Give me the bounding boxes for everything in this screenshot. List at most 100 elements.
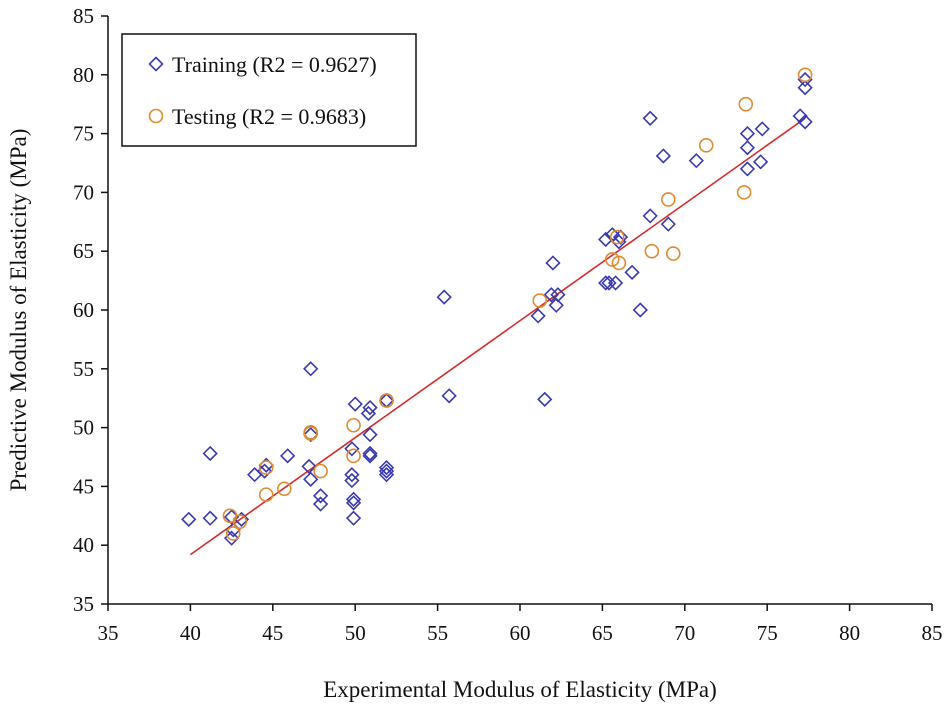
testing-point [277, 481, 292, 497]
training-point [181, 511, 197, 527]
x-tick-label: 35 [98, 621, 119, 645]
testing-point [644, 243, 660, 259]
fit-line [189, 117, 806, 556]
training-point [312, 496, 329, 512]
testing-point [698, 138, 714, 153]
testing-point [346, 417, 361, 433]
training-point [655, 148, 672, 164]
training-point [345, 491, 362, 507]
x-tick-label: 40 [180, 621, 201, 645]
y-tick-label: 80 [73, 63, 94, 87]
training-point [378, 463, 395, 479]
training-point [642, 208, 658, 224]
x-tick-label: 55 [427, 621, 448, 645]
y-tick-label: 35 [73, 592, 94, 616]
y-tick-label: 40 [73, 533, 94, 557]
training-point [632, 302, 648, 318]
training-point [345, 495, 362, 511]
testing-point [346, 448, 361, 464]
testing-point [736, 185, 752, 200]
training-point [362, 448, 378, 464]
training-point [739, 161, 756, 177]
testing-point [313, 463, 328, 479]
x-tick-label: 50 [345, 621, 366, 645]
x-tick-label: 65 [592, 621, 613, 645]
testing-point [797, 67, 813, 83]
training-point [688, 153, 704, 169]
training-point [347, 396, 363, 412]
training-point [548, 297, 564, 313]
training-point [362, 445, 378, 462]
training-point [312, 488, 329, 504]
x-axis-title: Experimental Modulus of Elasticity (MPa) [323, 677, 716, 702]
training-point [362, 399, 378, 416]
training-point [436, 289, 452, 305]
training-point [303, 361, 319, 377]
legend: Training (R2 = 0.9627) Testing (R2 = 0.9… [121, 33, 417, 147]
y-tick-label: 45 [73, 474, 94, 498]
x-tick-label: 75 [757, 621, 778, 645]
training-point [362, 427, 378, 443]
training-point [344, 441, 360, 457]
y-axis-title: Predictive Modulus of Elasticity (MPa) [6, 129, 31, 492]
x-tick-label: 70 [674, 621, 695, 645]
legend-testing-circle-icon [148, 108, 164, 124]
x-tick-label: 60 [510, 621, 531, 645]
training-point [202, 510, 218, 526]
training-point [344, 472, 360, 489]
training-point [752, 154, 769, 170]
y-tick-label: 85 [73, 4, 94, 28]
testing-point [661, 192, 676, 207]
training-point [303, 471, 319, 487]
training-point [739, 125, 756, 142]
training-point [754, 121, 770, 137]
plot-area [181, 67, 813, 556]
testing-point [379, 393, 394, 408]
legend-circle [148, 108, 164, 124]
training-point [303, 427, 319, 443]
training-point [441, 388, 457, 404]
training-point [598, 275, 614, 291]
testing-point [258, 487, 274, 502]
training-point [202, 445, 218, 462]
x-tick-label: 80 [839, 621, 860, 645]
testing-point [611, 255, 627, 271]
testing-point [303, 426, 319, 441]
training-series [181, 71, 813, 546]
testing-point [609, 229, 625, 245]
training-point [607, 275, 624, 291]
training-point [797, 80, 813, 96]
testing-point [232, 514, 248, 529]
y-tick-label: 65 [73, 239, 94, 263]
training-point [797, 71, 813, 88]
y-tick-label: 70 [73, 180, 94, 204]
testing-point [532, 293, 548, 308]
x-tick-label: 45 [262, 621, 283, 645]
axes: 35 40 45 50 55 60 65 70 75 80 85 35 40 45 50 55 60 65 70 75… [73, 4, 943, 645]
testing-point [738, 96, 754, 112]
y-tick-label: 60 [73, 298, 94, 322]
training-point [601, 275, 617, 291]
testing-point [258, 460, 274, 475]
y-tick-label: 55 [73, 357, 94, 381]
legend-diamond [148, 56, 164, 72]
training-point [378, 467, 395, 483]
x-tick-label: 85 [922, 621, 943, 645]
training-point [642, 110, 658, 126]
training-point [530, 308, 546, 324]
training-point [543, 287, 559, 303]
training-point [378, 459, 395, 476]
training-point [280, 448, 296, 464]
legend-training-diamond-icon [148, 56, 164, 72]
training-point [550, 287, 566, 303]
training-point [660, 216, 676, 232]
y-tick-label: 75 [73, 122, 94, 146]
y-tick-label: 50 [73, 416, 94, 440]
training-point [344, 467, 360, 483]
training-point [624, 264, 640, 280]
legend-testing-label: Testing (R2 = 0.9683) [172, 104, 366, 129]
training-point [537, 391, 553, 408]
training-point [301, 458, 317, 475]
training-point [345, 510, 362, 526]
